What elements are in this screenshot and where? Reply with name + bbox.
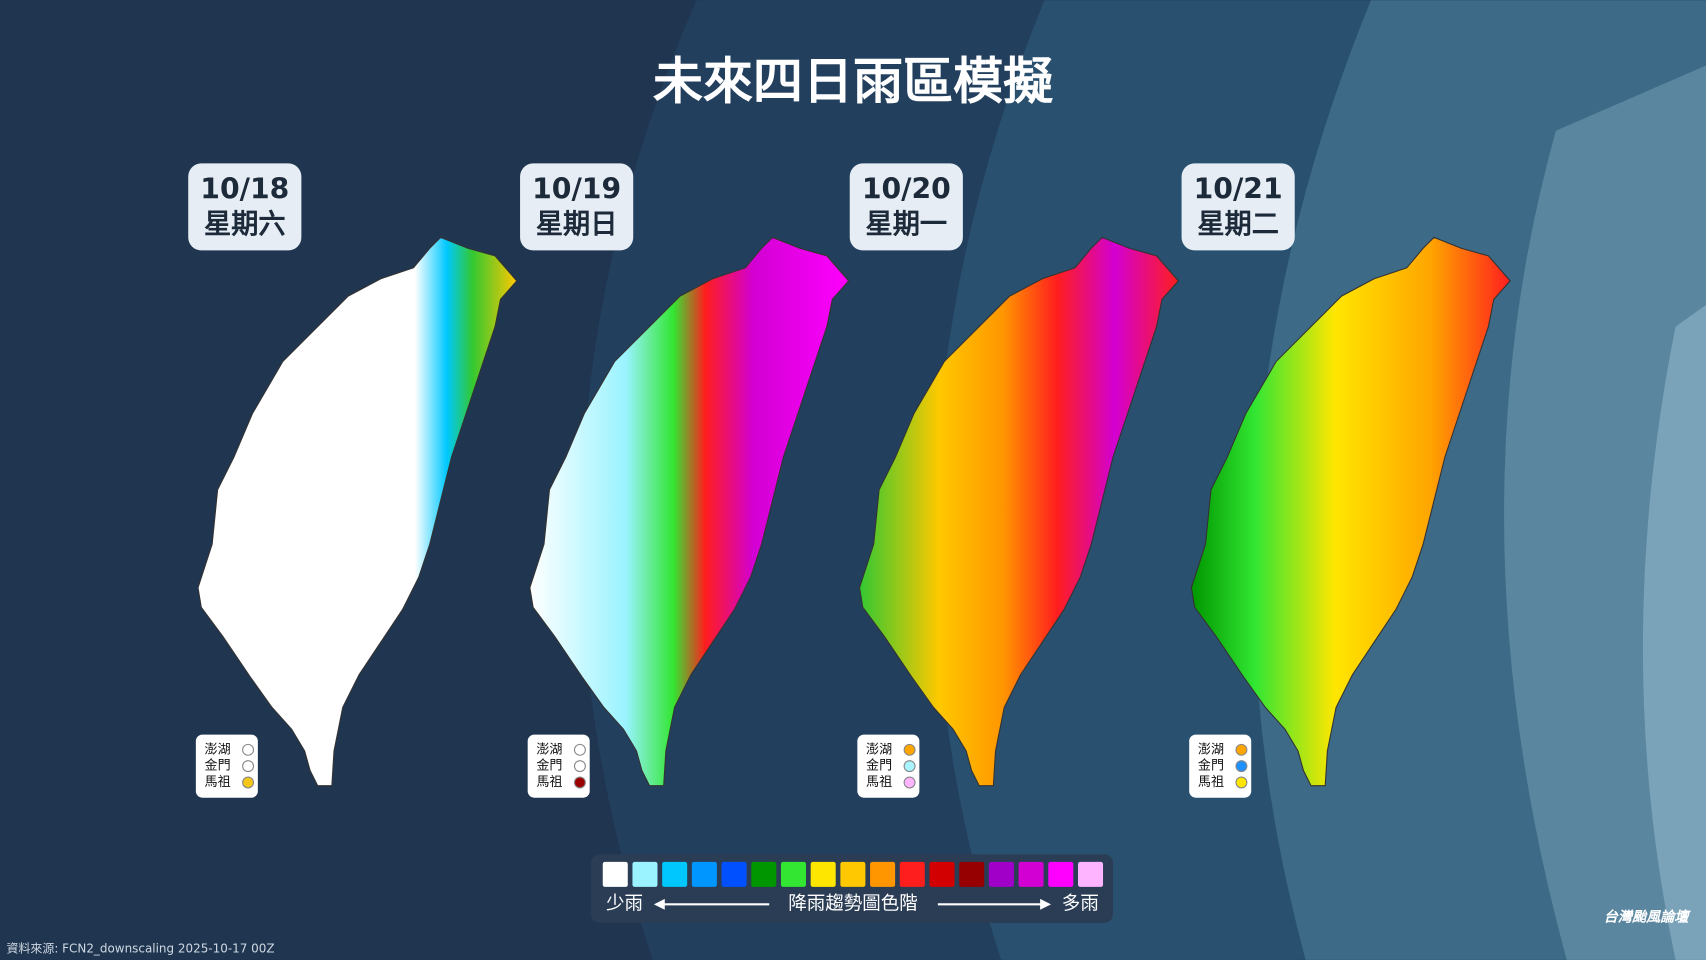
legend-swatch (1018, 861, 1044, 887)
island-name: 金門 (1198, 758, 1224, 774)
legend-swatch (899, 861, 925, 887)
date-box (520, 163, 634, 251)
date: 10/21 (1194, 173, 1283, 206)
island-name: 馬祖 (536, 775, 562, 790)
legend-swatch (780, 861, 806, 887)
legend-label: 降雨趨勢圖色階 (788, 893, 917, 914)
island-dot (573, 743, 586, 756)
island-dot (1235, 743, 1248, 756)
island-name: 馬祖 (1198, 775, 1224, 790)
title: 未來四日雨區模擬 (653, 53, 1053, 111)
date: 10/20 (862, 173, 951, 206)
weekday: 星期日 (536, 209, 618, 240)
panels: 10/18星期六澎湖金門馬祖10/19星期日澎湖金門馬祖10/20星期一澎湖金門… (188, 163, 1295, 798)
island-name: 澎湖 (536, 742, 562, 757)
island-dot (242, 776, 255, 789)
island-dot (903, 760, 916, 773)
legend-swatch (840, 861, 866, 887)
island-dot (242, 743, 255, 756)
date: 10/18 (200, 173, 289, 206)
legend-swatch (632, 861, 658, 887)
weekday: 星期二 (1197, 209, 1279, 240)
island-name: 金門 (866, 758, 892, 774)
legend-swatch (751, 861, 777, 887)
legend: 少雨 降雨趨勢圖色階 多雨 (590, 854, 1114, 923)
arrow-head (1040, 898, 1052, 910)
date-box (188, 163, 302, 251)
legend-swatch (1048, 861, 1074, 887)
legend-swatch (988, 861, 1014, 887)
arrow-head (653, 898, 665, 910)
legend-low: 少雨 (606, 893, 643, 914)
legend-swatch (691, 861, 717, 887)
island-dot (1235, 776, 1248, 789)
source: 資料來源: FCN2_downscaling 2025-10-17 00Z (7, 941, 275, 955)
logo: 台灣颱風論壇 (1604, 908, 1692, 925)
legend-high: 多雨 (1062, 893, 1099, 914)
legend-swatch (959, 861, 985, 887)
island-name: 金門 (536, 758, 562, 774)
legend-swatch (870, 861, 896, 887)
legend-swatch (1078, 861, 1104, 887)
island-dot (903, 743, 916, 756)
band (1642, 304, 1706, 960)
date: 10/19 (532, 173, 621, 206)
legend-swatch (602, 861, 628, 887)
island-name: 澎湖 (205, 742, 231, 757)
island-name: 馬祖 (866, 775, 892, 790)
island-dot (903, 776, 916, 789)
legend-swatch (929, 861, 955, 887)
island-dot (242, 760, 255, 773)
island-name: 馬祖 (205, 775, 231, 790)
island-dot (1235, 760, 1248, 773)
island-dot (573, 776, 586, 789)
island-name: 澎湖 (1198, 742, 1224, 757)
island-dot (573, 760, 586, 773)
legend-swatch (810, 861, 836, 887)
date-box (1181, 163, 1295, 251)
legend-swatch (721, 861, 747, 887)
legend-swatch (662, 861, 688, 887)
date-box (849, 163, 963, 251)
island-name: 澎湖 (866, 742, 892, 757)
island-name: 金門 (205, 758, 231, 774)
weekday: 星期六 (204, 209, 286, 240)
weekday: 星期一 (866, 209, 948, 240)
